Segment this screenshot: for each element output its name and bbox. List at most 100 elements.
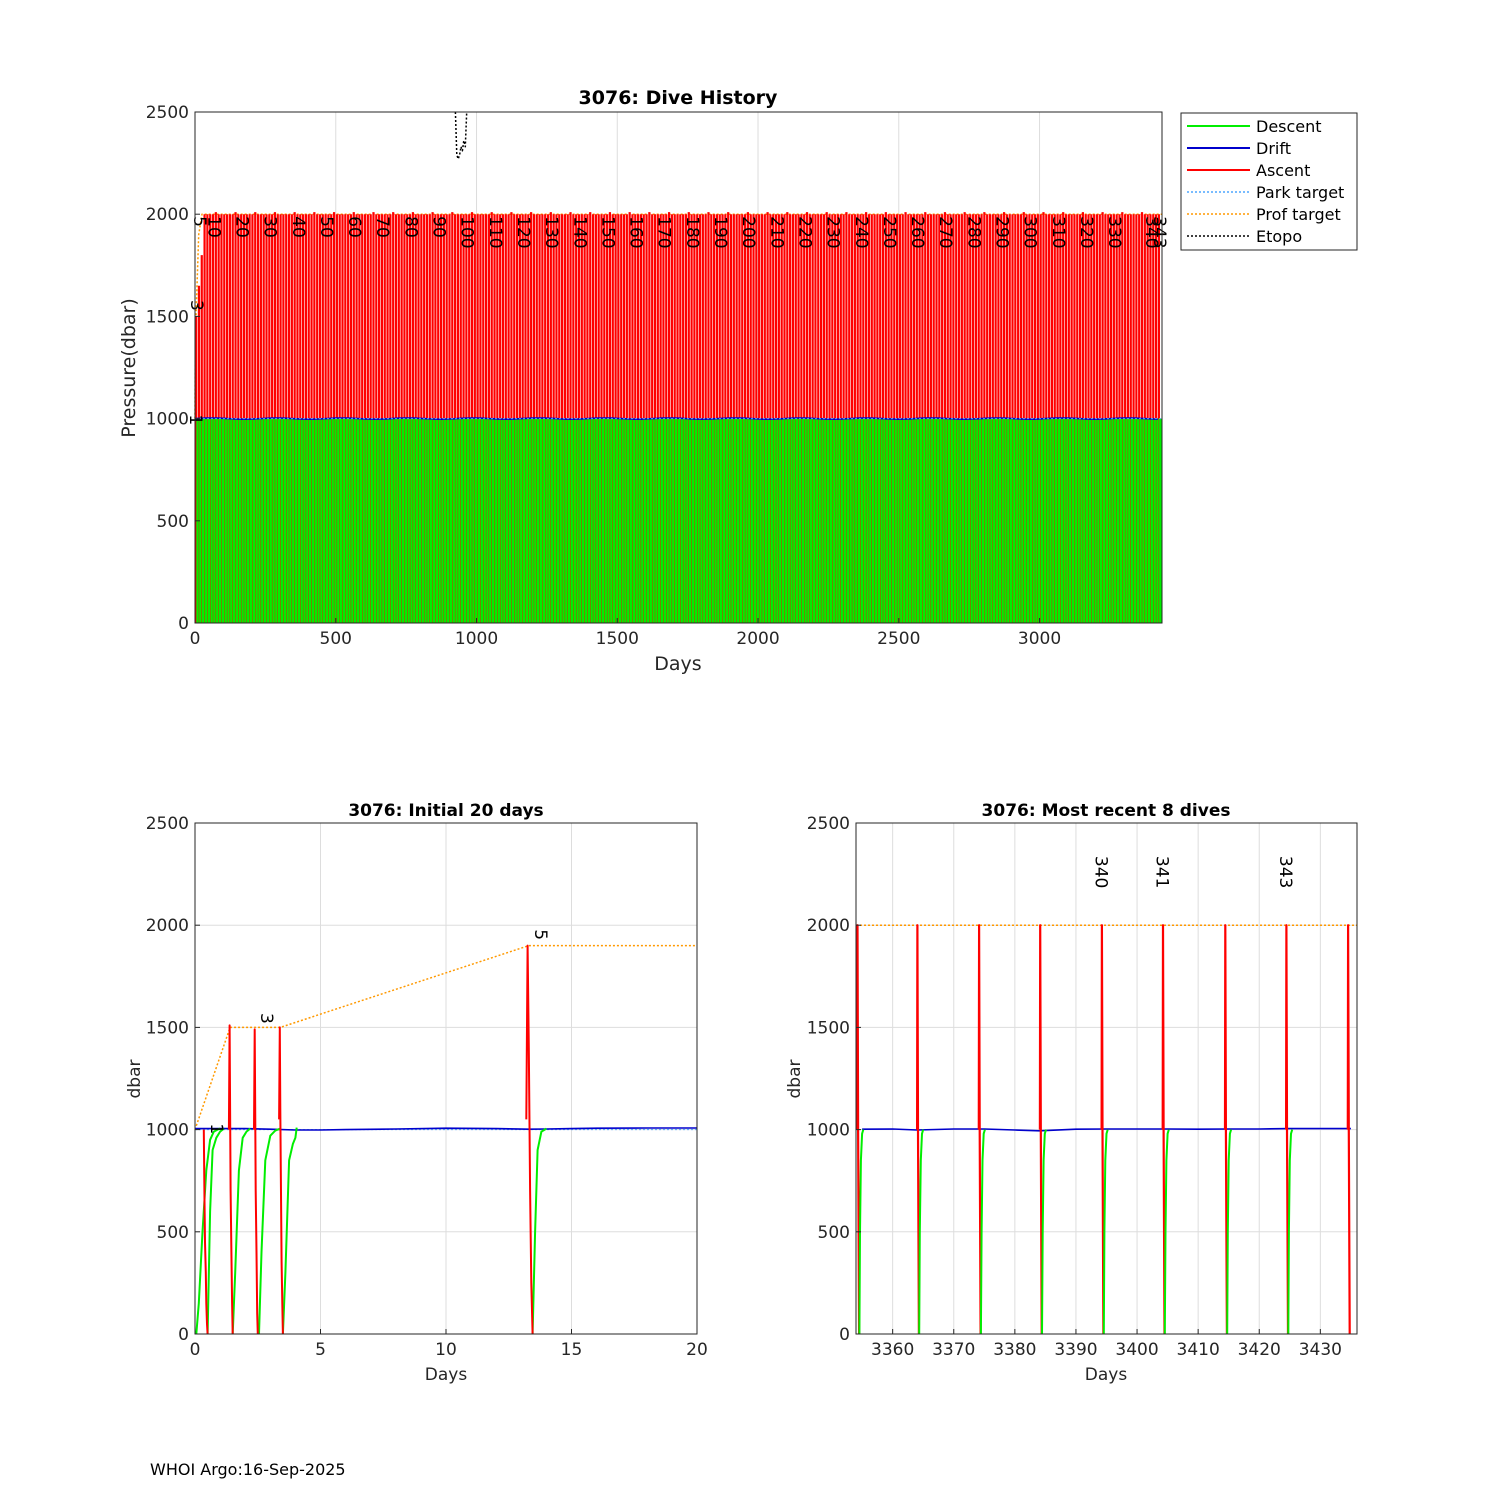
y-tick-label: 1000 xyxy=(146,410,189,430)
x-tick-label: 0 xyxy=(190,1340,201,1360)
plot-data xyxy=(194,944,697,1335)
dive-label: 1 xyxy=(206,1123,226,1134)
dive-label: 30 xyxy=(260,216,280,238)
dive-label: 5 xyxy=(189,216,209,227)
legend-drift: Drift xyxy=(1256,139,1291,158)
x-tick-label: 500 xyxy=(320,629,352,649)
x-tick-label: 20 xyxy=(686,1340,708,1360)
descent-line xyxy=(206,1127,225,1335)
dive-label: 3 xyxy=(186,300,206,311)
legend-descent: Descent xyxy=(1256,117,1322,136)
initial-20-days-chart: 0 5 10 15 20 0 500 1000 1500 2000 2500 1 3 5 3076: I… xyxy=(125,801,708,1385)
descent-line xyxy=(281,1127,298,1335)
y-axis-label: dbar xyxy=(125,1060,145,1099)
drift-line xyxy=(862,1127,1351,1132)
dive-label: 270 xyxy=(935,216,955,248)
descent-line xyxy=(1041,1129,1047,1335)
dive-label: 210 xyxy=(766,216,786,248)
drift-line xyxy=(195,1127,697,1131)
dive-label: 310 xyxy=(1048,216,1068,248)
y-tick-label: 1000 xyxy=(146,1121,189,1141)
dive-label: 260 xyxy=(907,216,927,248)
x-tick-label: 3410 xyxy=(1177,1340,1220,1360)
y-tick-label: 1000 xyxy=(807,1121,850,1141)
x-tick-label: 3420 xyxy=(1238,1340,1281,1360)
dive-label: 70 xyxy=(372,216,392,238)
x-tick-label: 1000 xyxy=(455,629,498,649)
dive-label: 120 xyxy=(513,216,533,248)
axes-box xyxy=(194,111,1163,624)
dive-label: 20 xyxy=(231,216,251,238)
chart-title: 3076: Initial 20 days xyxy=(348,801,543,821)
dive-label: 343 xyxy=(1275,856,1295,888)
y-tick-label: 1500 xyxy=(146,1018,189,1038)
dive-label: 100 xyxy=(457,216,477,248)
x-tick-label: 3360 xyxy=(871,1340,914,1360)
etopo-line xyxy=(454,111,468,160)
descent-line xyxy=(231,1127,251,1335)
dive-label: 110 xyxy=(485,216,505,248)
axes-box xyxy=(194,822,698,1335)
dive-label: 90 xyxy=(429,216,449,238)
y-tick-label: 0 xyxy=(839,1325,850,1345)
descent-series xyxy=(196,418,1162,623)
descent-line xyxy=(1163,1129,1170,1335)
y-tick-label: 2000 xyxy=(146,916,189,936)
descent-line xyxy=(531,1127,547,1335)
x-tick-label: 0 xyxy=(190,629,201,649)
legend-etopo: Etopo xyxy=(1256,227,1302,246)
x-tick-label: 3390 xyxy=(1054,1340,1097,1360)
x-tick-label: 3380 xyxy=(993,1340,1036,1360)
ascent-line xyxy=(915,924,921,1335)
dive-label: 340 xyxy=(1141,216,1161,248)
y-tick-label: 2000 xyxy=(146,205,189,225)
dive-label: 5 xyxy=(530,929,550,940)
y-tick-label: 0 xyxy=(178,1325,189,1345)
ascent-line xyxy=(202,1129,209,1335)
legend: Descent Drift Ascent Park target Prof ta… xyxy=(1180,112,1358,251)
x-axis-label: Days xyxy=(654,653,701,675)
dive-label: 140 xyxy=(569,216,589,248)
plot-area xyxy=(856,823,1357,1334)
dive-label: 230 xyxy=(823,216,843,248)
plot-data xyxy=(194,111,1162,623)
y-tick-label: 1500 xyxy=(807,1018,850,1038)
ascent-line xyxy=(1284,924,1290,1335)
y-axis-label: Pressure(dbar) xyxy=(118,298,140,438)
dive-label: 250 xyxy=(879,216,899,248)
dive-label: 50 xyxy=(316,216,336,238)
axis-ticks: 0 500 1000 1500 2000 2500 3000 0 500 1000 1500 2000… xyxy=(146,103,1061,649)
dive-label: 160 xyxy=(626,216,646,248)
x-tick-label: 3000 xyxy=(1018,629,1061,649)
legend-box xyxy=(1180,112,1358,251)
plot-data xyxy=(856,924,1357,1335)
y-tick-label: 2500 xyxy=(146,103,189,123)
dive-label: 150 xyxy=(597,216,617,248)
dive-number-labels: 1 3 5 xyxy=(206,929,550,1134)
descent-line xyxy=(195,1127,221,1335)
dive-label: 190 xyxy=(710,216,730,248)
dive-label: 330 xyxy=(1104,216,1124,248)
footer-credit: WHOI Argo:16-Sep-2025 xyxy=(150,1460,346,1479)
dive-label: 300 xyxy=(1020,216,1040,248)
dive-label: 290 xyxy=(992,216,1012,248)
y-tick-label: 2000 xyxy=(807,916,850,936)
ascent-line xyxy=(1038,924,1043,1335)
dive-label: 280 xyxy=(963,216,983,248)
dive-number-labels: 340 341 343 xyxy=(1090,856,1295,888)
dive-label: 3 xyxy=(256,1013,276,1024)
dive-label: 180 xyxy=(682,216,702,248)
x-axis-label: Days xyxy=(425,1365,468,1385)
x-tick-label: 3400 xyxy=(1115,1340,1158,1360)
ascent-line xyxy=(1223,924,1229,1335)
descent-line xyxy=(1102,1129,1109,1335)
dive-label: 341 xyxy=(1152,856,1172,888)
dive-label: 60 xyxy=(344,216,364,238)
descent-line xyxy=(918,1129,925,1335)
ascent-line xyxy=(1346,924,1351,1335)
y-tick-label: 0 xyxy=(178,614,189,634)
y-tick-label: 1500 xyxy=(146,307,189,327)
